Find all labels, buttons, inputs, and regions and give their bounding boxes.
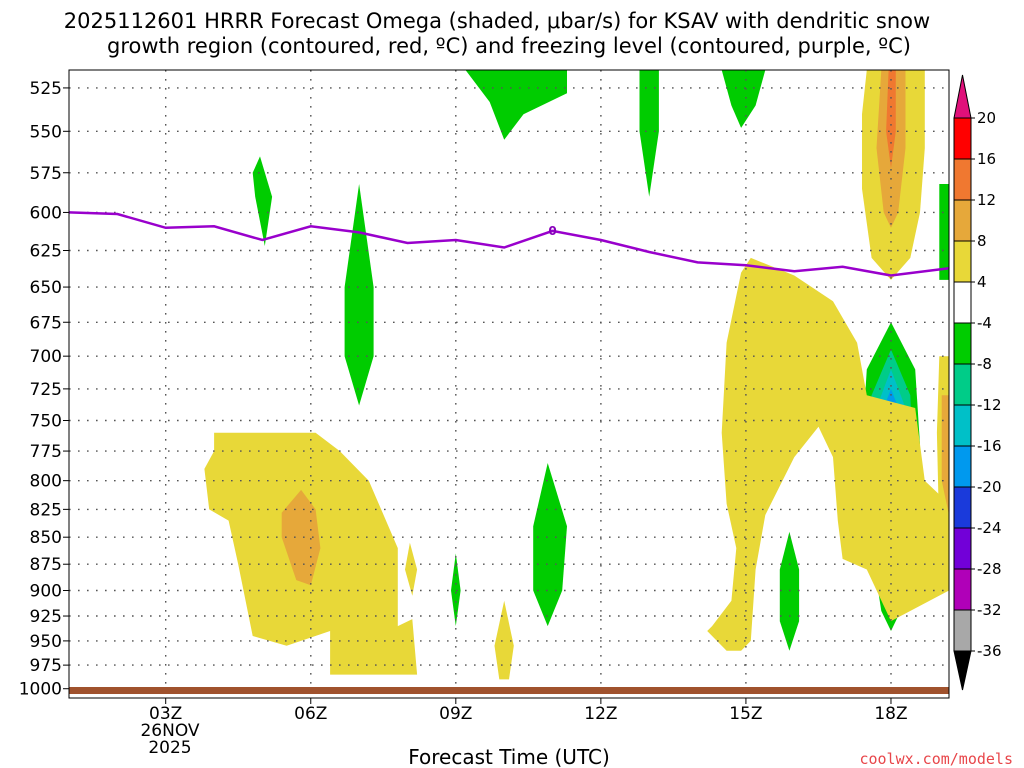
plot-frame — [68, 69, 950, 699]
colorbar-bin — [953, 527, 972, 570]
colorbar-bin — [953, 240, 972, 283]
colorbar-bin — [953, 363, 972, 406]
colorbar-label: -32 — [977, 601, 1002, 619]
grid — [69, 70, 949, 698]
colorbar-bottom-arrow — [953, 650, 972, 691]
colorbar-bin — [953, 609, 972, 652]
colorbar-bin — [953, 486, 972, 529]
y-axis: 525 550 575 600 625 650 675 700 725 750 775 800 825 8… — [19, 79, 69, 700]
colorbar-bin — [953, 117, 972, 160]
omega-region-green-top-15z — [721, 70, 766, 128]
freezing-level-contour — [69, 211, 949, 277]
omega-region-yellow-08z — [405, 542, 418, 596]
colorbar-label: 20 — [977, 109, 996, 127]
colorbar-bin — [953, 158, 972, 201]
x-axis: 03Z 06Z 09Z 12Z 15Z 18Z — [149, 698, 908, 724]
x-tick-label: 12Z — [584, 704, 617, 724]
colorbar-bin — [953, 568, 972, 611]
ground-surface-bar — [69, 687, 949, 694]
chart-title-line1: 2025112601 HRRR Forecast Omega (shaded, … — [64, 9, 930, 33]
omega-region-green-19z-edge — [939, 184, 949, 280]
omega-region-gold-05z — [281, 489, 321, 586]
omega-region-yellow-10z — [494, 600, 514, 680]
y-tick-label: 750 — [30, 412, 62, 432]
y-tick-label: 625 — [30, 242, 62, 262]
colorbar-label: 16 — [977, 150, 996, 168]
colorbar-label: 8 — [977, 232, 987, 250]
omega-shading — [204, 70, 949, 680]
date-line2: 2025 — [148, 738, 191, 758]
y-tick-label: 825 — [30, 500, 62, 520]
chart-title-line2: growth region (contoured, red, ºC) and f… — [107, 34, 911, 58]
colorbar-label: -16 — [977, 437, 1002, 455]
colorbar-bin — [953, 199, 972, 242]
y-tick-label: 550 — [30, 122, 62, 142]
omega-region-green-05z — [252, 156, 273, 246]
y-tick-label: 575 — [30, 164, 62, 184]
x-tick-label: 06Z — [294, 704, 327, 724]
colorbar-label: -20 — [977, 478, 1002, 496]
colorbar-label: -12 — [977, 396, 1002, 414]
y-tick-label: 875 — [30, 555, 62, 575]
x-tick-label: 15Z — [729, 704, 762, 724]
y-tick-label: 725 — [30, 380, 62, 400]
colorbar-label: -24 — [977, 519, 1002, 537]
x-tick-label: 09Z — [439, 704, 472, 724]
y-tick-label: 775 — [30, 442, 62, 462]
x-axis-label: Forecast Time (UTC) — [408, 745, 610, 768]
y-tick-label: 525 — [30, 79, 62, 99]
x-tick-label: 18Z — [874, 704, 907, 724]
colorbar-label: -28 — [977, 560, 1002, 578]
y-tick-label: 650 — [30, 278, 62, 298]
omega-region-gold-19z-edge — [941, 395, 949, 515]
colorbar-bin — [953, 322, 972, 365]
colorbar-label: 4 — [977, 273, 987, 291]
omega-region-orange-18z-top — [886, 70, 896, 168]
colorbar: 20 16 12 8 4 -4 -8 -12 -16 -20 -24 -28 -32 -36 — [953, 74, 1002, 691]
y-tick-label: 900 — [30, 582, 62, 602]
y-tick-label: 975 — [30, 656, 62, 676]
colorbar-bin — [953, 445, 972, 488]
omega-region-green-07z — [344, 184, 374, 406]
y-tick-label: 950 — [30, 632, 62, 652]
x-tick-label: 03Z — [149, 704, 182, 724]
omega-region-green-11z — [533, 463, 567, 627]
y-tick-label: 1000 — [19, 680, 62, 700]
omega-region-yellow-15z — [707, 257, 949, 651]
y-tick-label: 700 — [30, 347, 62, 367]
y-tick-label: 850 — [30, 528, 62, 548]
omega-region-green-09z-low — [451, 553, 461, 627]
credit-text: coolwx.com/models — [859, 750, 1013, 768]
colorbar-label: 12 — [977, 191, 996, 209]
colorbar-label: -4 — [977, 314, 992, 332]
y-tick-label: 925 — [30, 607, 62, 627]
omega-region-green-top-09z — [465, 70, 567, 140]
colorbar-label: -8 — [977, 355, 992, 373]
omega-region-green-top-13z — [639, 70, 659, 197]
y-tick-label: 600 — [30, 203, 62, 223]
colorbar-top-arrow — [953, 74, 972, 119]
colorbar-bin — [953, 404, 972, 447]
freezing-level-label: 0 — [548, 224, 556, 238]
date-line1: 26NOV — [140, 721, 199, 741]
y-tick-label: 675 — [30, 313, 62, 333]
colorbar-label: -36 — [977, 642, 1002, 660]
colorbar-bin — [953, 281, 972, 324]
y-tick-label: 800 — [30, 472, 62, 492]
